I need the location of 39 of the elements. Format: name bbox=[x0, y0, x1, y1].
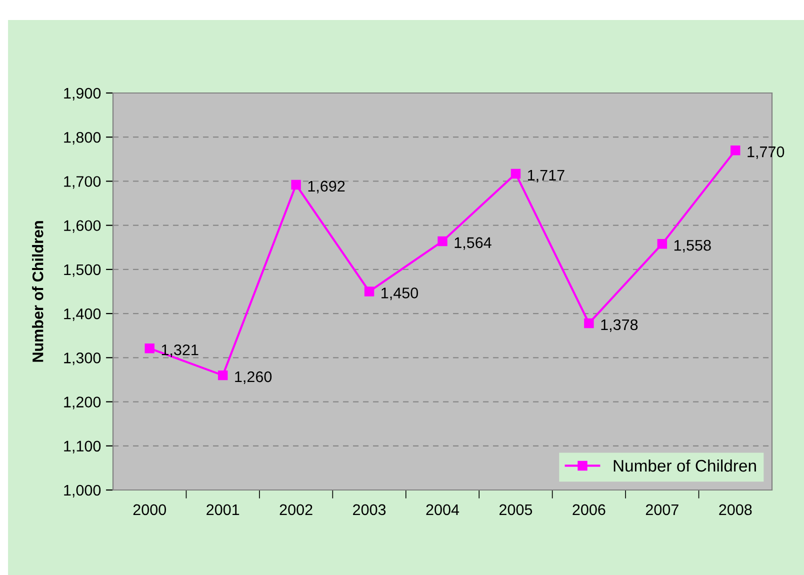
data-label: 1,450 bbox=[382, 288, 418, 300]
x-tick-label: 2002 bbox=[280, 504, 312, 516]
data-label: 1,558 bbox=[674, 240, 711, 253]
point bbox=[657, 239, 668, 249]
data-label: 1,378 bbox=[601, 319, 638, 332]
y-tick-label: 1,700 bbox=[64, 176, 101, 189]
point bbox=[510, 168, 521, 179]
point bbox=[364, 286, 374, 296]
x-tick-label: 2000 bbox=[133, 504, 166, 516]
data-label: 1,321 bbox=[162, 344, 198, 358]
y-tick-label: 1,600 bbox=[64, 220, 101, 233]
data-label: 1,564 bbox=[454, 237, 492, 250]
x-tick-label: 2001 bbox=[206, 504, 240, 516]
y-axis-title: Number of Children bbox=[32, 221, 44, 362]
data-label: 1,260 bbox=[235, 371, 272, 384]
point bbox=[144, 344, 154, 354]
y-tick-label: 1,300 bbox=[64, 352, 101, 366]
point bbox=[438, 236, 448, 246]
data-label: 1,770 bbox=[748, 146, 784, 160]
data-label: 1,717 bbox=[528, 170, 564, 182]
y-tick-label: 1,800 bbox=[64, 132, 101, 145]
point bbox=[584, 318, 594, 328]
y-tick-label: 1,500 bbox=[64, 264, 101, 277]
point bbox=[730, 145, 740, 156]
x-tick-label: 2003 bbox=[353, 504, 386, 516]
data-label: 1,692 bbox=[308, 180, 345, 194]
x-tick-label: 2006 bbox=[572, 504, 606, 516]
x-tick-label: 2004 bbox=[426, 504, 460, 516]
y-tick-label: 1,400 bbox=[64, 308, 101, 322]
point bbox=[291, 180, 301, 190]
x-tick-label: 2008 bbox=[719, 504, 752, 516]
y-tick-label: 1,000 bbox=[64, 484, 101, 498]
y-tick-label: 1,200 bbox=[64, 396, 101, 410]
x-tick-label: 2007 bbox=[646, 504, 678, 516]
y-tick-label: 1,100 bbox=[64, 440, 101, 454]
legend-label: Number of Children bbox=[614, 459, 756, 472]
point bbox=[218, 370, 228, 380]
y-tick-label: 1,900 bbox=[64, 88, 101, 100]
x-tick-label: 2005 bbox=[500, 504, 532, 516]
